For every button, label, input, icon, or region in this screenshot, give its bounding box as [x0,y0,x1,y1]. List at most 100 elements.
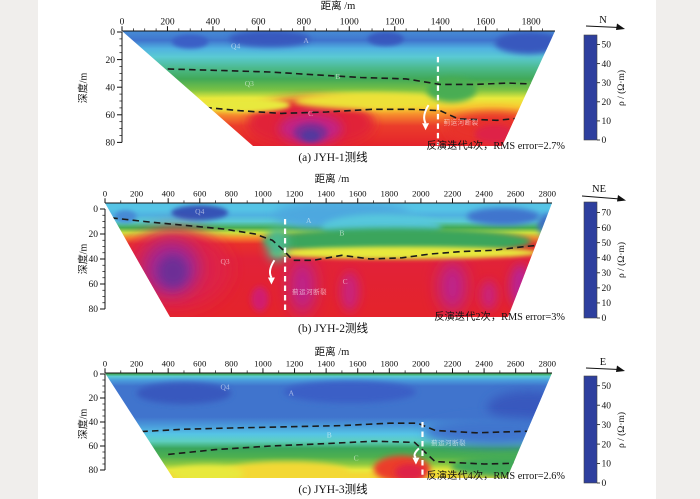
svg-text:70: 70 [602,209,612,219]
svg-text:2400: 2400 [475,359,493,369]
panel-a-strata-label-b: B [335,72,340,81]
svg-text:1200: 1200 [286,189,304,199]
panel-b-colorbar: 0 10 20 30 40 50 60 70 [583,201,612,324]
svg-text:1000: 1000 [340,18,359,28]
panel-b-strata-label-q4: Q4 [195,207,204,216]
panel-a-colorbar-label: ρ / (Ω·m) [616,69,627,107]
panel-a-boundary-line-1 [135,67,545,86]
panel-a-fault-label: 蓟运河断裂 [444,117,479,126]
svg-text:0: 0 [602,479,607,489]
svg-text:2000: 2000 [412,359,430,369]
panel-b-direction-arrow: NE [581,184,626,202]
svg-text:1200: 1200 [385,18,404,28]
svg-text:20: 20 [106,56,116,66]
svg-text:50: 50 [602,41,612,51]
svg-text:200: 200 [160,18,175,28]
svg-text:600: 600 [193,359,207,369]
svg-text:40: 40 [602,401,612,411]
panel-b-strata-label-c: C [343,277,348,286]
panel-b-resistivity-field: 蓟运河断裂 Q4 A Q3 B C [105,203,552,317]
svg-text:800: 800 [225,189,239,199]
svg-text:30: 30 [602,421,612,431]
panel-c-resistivity-field: 蓟运河断裂 Q4 A B C [105,373,552,478]
svg-text:1800: 1800 [381,359,399,369]
svg-text:50: 50 [602,239,612,249]
panel-a-strata-label-a: A [303,36,309,45]
svg-text:60: 60 [602,224,612,234]
svg-text:1600: 1600 [476,18,495,28]
svg-text:200: 200 [130,189,144,199]
panel-c-strata-label-b: B [327,431,332,440]
panel-a-y-axis-title: 深度/m [78,72,90,104]
panel-b-fault-line: 蓟运河断裂 [267,219,327,314]
svg-text:1400: 1400 [431,18,450,28]
svg-text:60: 60 [89,442,99,452]
svg-text:400: 400 [162,189,176,199]
svg-text:0: 0 [103,189,108,199]
panel-a-caption: (a) JYH-1测线 [298,152,368,164]
svg-text:1600: 1600 [349,359,367,369]
panel-a-colorbar: 0 10 20 30 40 50 [583,34,612,146]
panel-c-fault-label: 蓟运河断裂 [431,438,466,447]
svg-text:1600: 1600 [349,189,367,199]
svg-text:10: 10 [602,460,612,470]
panel-b-direction-label: NE [592,184,606,195]
svg-text:2800: 2800 [538,359,556,369]
panel-c-rms-annotation: 反演迭代4次，RMS error=2.6% [426,471,565,482]
svg-text:2600: 2600 [507,359,525,369]
svg-text:10: 10 [602,299,612,309]
svg-text:400: 400 [206,18,221,28]
panel-b-fault-arrow-icon [268,259,276,279]
svg-text:50: 50 [602,382,612,392]
svg-text:60: 60 [89,280,99,290]
panel-c-caption: (c) JYH-3测线 [298,484,368,496]
svg-text:20: 20 [89,230,99,240]
svg-text:0: 0 [110,28,115,38]
svg-text:40: 40 [602,60,612,70]
svg-text:0: 0 [602,314,607,324]
svg-text:80: 80 [106,139,116,149]
svg-text:2200: 2200 [444,189,462,199]
svg-text:1800: 1800 [522,18,541,28]
panel-c-fault-arrow-icon [413,447,420,459]
panel-b-strata-label-q3: Q3 [220,257,229,266]
panel-a-strata-label-q3: Q3 [245,79,254,88]
panel-a-axes: 0 200 400 600 800 1000 1200 1400 1600 1800 0 20 40 60… [106,18,555,149]
svg-text:1400: 1400 [317,189,335,199]
svg-text:800: 800 [225,359,239,369]
svg-text:60: 60 [106,111,116,121]
svg-text:600: 600 [193,189,207,199]
panel-b-caption: (b) JYH-2测线 [298,323,368,335]
panel-a-x-axis-title: 距离 /m [320,1,356,12]
svg-text:2600: 2600 [507,189,525,199]
panel-c-direction-arrow: E [585,357,625,372]
panel-c-boundary-line-1 [141,422,552,434]
svg-text:20: 20 [602,98,612,108]
svg-text:40: 40 [89,255,99,265]
panel-a-rms-annotation: 反演迭代4次，RMS error=2.7% [426,141,565,152]
panel-c-strata-label-c: C [354,453,359,462]
svg-text:2400: 2400 [475,189,493,199]
svg-text:2200: 2200 [444,359,462,369]
svg-text:0: 0 [120,18,125,28]
panel-c-direction-label: E [600,357,606,368]
svg-text:800: 800 [297,18,312,28]
panel-a-north-arrowhead-icon [616,23,625,30]
panel-b-colorbar-label: ρ / (Ω·m) [616,241,627,279]
svg-text:30: 30 [602,79,612,89]
svg-text:2800: 2800 [538,189,556,199]
panel-c-fault-line: 蓟运河断裂 [412,422,466,475]
svg-text:1000: 1000 [254,189,272,199]
svg-text:0: 0 [93,370,98,380]
svg-text:1200: 1200 [286,359,304,369]
panel-a-strata-label-c: C [308,109,313,118]
svg-text:0: 0 [602,136,607,146]
panel-c-boundary-line-2 [168,440,552,466]
svg-text:1400: 1400 [317,359,335,369]
svg-text:30: 30 [602,269,612,279]
svg-text:200: 200 [130,359,144,369]
panel-c-colorbar-label: ρ / (Ω·m) [616,411,627,449]
panel-a-direction-label: N [599,15,607,26]
